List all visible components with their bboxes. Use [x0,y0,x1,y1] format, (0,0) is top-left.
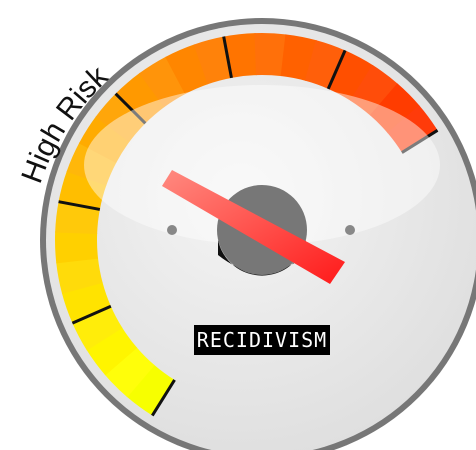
dot [345,225,355,235]
page: {"gauge": {"label": "High Risk", "displa… [0,0,476,450]
gauge: High Risk RECIDIVISM [0,0,476,450]
dot [167,225,177,235]
display-text: RECIDIVISM [197,328,327,352]
band-segment [55,231,98,263]
